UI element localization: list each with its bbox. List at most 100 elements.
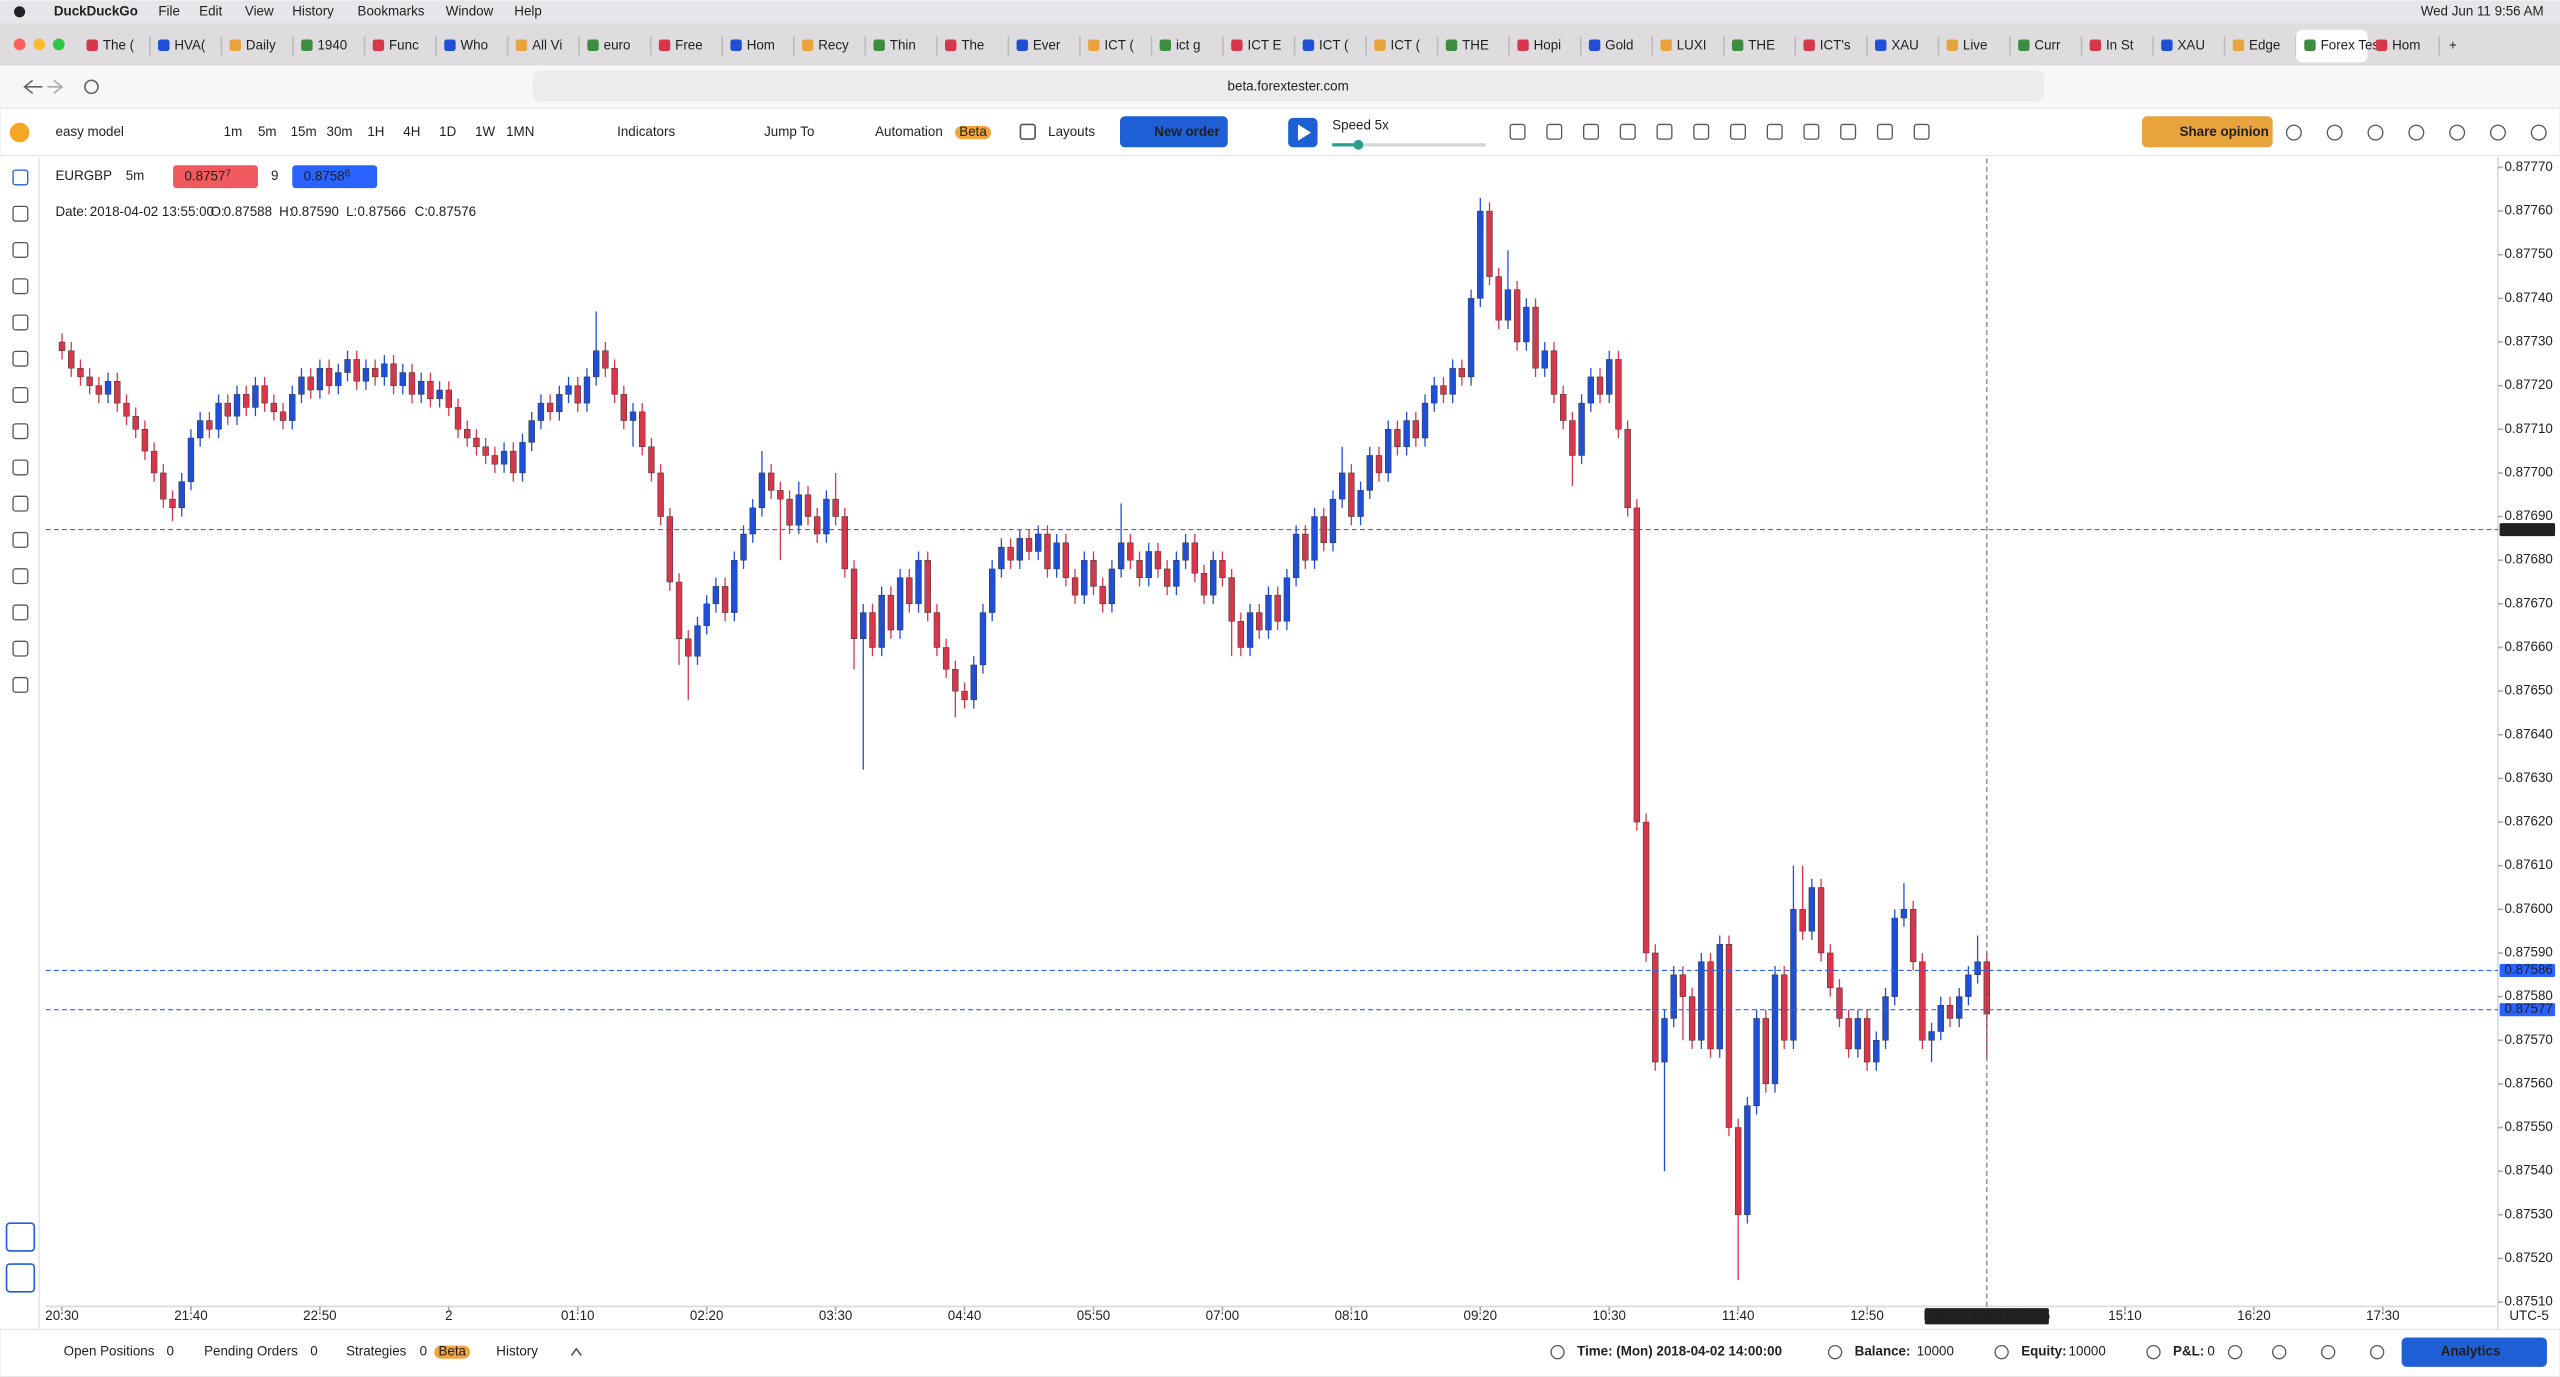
tool-icon[interactable] [1619, 123, 1636, 140]
tab-title[interactable]: Ever [1033, 38, 1061, 53]
tab-title[interactable]: Hom [2392, 38, 2420, 53]
menu-item[interactable]: Edit [199, 3, 222, 18]
tab-title[interactable]: Recy [818, 38, 849, 53]
tool-icon[interactable] [1509, 123, 1526, 140]
status-icon[interactable] [1827, 1344, 1843, 1360]
tab-title[interactable]: Edge [2249, 38, 2280, 53]
drawing-tool[interactable] [12, 495, 29, 512]
favorites-tool[interactable] [5, 1222, 36, 1252]
tab-title[interactable]: THE [1462, 38, 1489, 53]
menu-item[interactable]: Window [446, 3, 494, 18]
share-button[interactable] [2142, 116, 2273, 148]
sync-tool[interactable] [5, 1263, 36, 1293]
menu-item[interactable]: Help [514, 3, 542, 18]
close-button[interactable] [13, 38, 26, 51]
tab-title[interactable]: Hom [747, 38, 775, 53]
drawing-tool[interactable] [12, 459, 29, 476]
symbol-timeframe[interactable]: 5m [126, 168, 145, 183]
timeframe-button[interactable]: 15m [291, 124, 317, 139]
tab-title[interactable]: ICT ( [1104, 38, 1134, 53]
timeframe-button[interactable]: 1W [475, 124, 495, 139]
timeframe-button[interactable]: 1MN [506, 124, 534, 139]
drawing-tool[interactable] [12, 278, 29, 295]
analytics-button[interactable] [2401, 1337, 2547, 1367]
status-icon[interactable] [1994, 1344, 2009, 1360]
tab-title[interactable]: Curr [2034, 38, 2061, 53]
reload-button[interactable] [84, 79, 99, 95]
drawing-tool[interactable] [12, 423, 29, 440]
drawing-tool[interactable] [12, 314, 29, 331]
tab-title[interactable]: 1940 [317, 38, 347, 53]
drawing-tool[interactable] [12, 676, 29, 693]
symbol[interactable]: EURGBP [56, 168, 113, 183]
status-icon[interactable] [2369, 1344, 2385, 1360]
app-logo[interactable] [9, 122, 30, 143]
tab-title[interactable]: XAU [2178, 38, 2206, 53]
menu-item[interactable]: File [158, 3, 180, 18]
buy-button[interactable] [292, 165, 378, 189]
tab-title[interactable]: Live [1963, 38, 1988, 53]
tab-title[interactable]: ICT E [1247, 38, 1281, 53]
address-field[interactable] [532, 70, 2045, 102]
speed-knob[interactable] [1353, 139, 1364, 150]
tab-title[interactable]: euro [604, 38, 631, 53]
tab-title[interactable]: THE [1748, 38, 1775, 53]
bottom-tab[interactable]: Pending Orders [204, 1344, 298, 1359]
timeframe-button[interactable]: 30m [327, 124, 353, 139]
tab-title[interactable]: In St [2106, 38, 2134, 53]
toolbar-icon[interactable] [2530, 124, 2547, 141]
timeframe-button[interactable]: 4H [403, 124, 420, 139]
timeframe-button[interactable]: 1H [367, 124, 384, 139]
tab-title[interactable]: ict g [1176, 38, 1201, 53]
bottom-tab[interactable]: Open Positions [64, 1344, 155, 1359]
tab-title[interactable]: ICT's [1820, 38, 1851, 53]
tool-icon[interactable] [1583, 123, 1600, 140]
drawing-tool[interactable] [12, 568, 29, 585]
timeframe-button[interactable]: 1m [224, 124, 243, 139]
tab-title[interactable]: The ( [103, 38, 135, 53]
minimize-button[interactable] [33, 38, 46, 51]
status-icon[interactable] [2227, 1344, 2243, 1360]
menu-item[interactable]: History [292, 3, 334, 18]
menu-item[interactable]: Bookmarks [358, 3, 425, 18]
app-name[interactable]: DuckDuckGo [54, 3, 138, 18]
tab-title[interactable]: Hopi [1534, 38, 1562, 53]
tab-title[interactable]: ICT ( [1319, 38, 1349, 53]
tab-title[interactable]: The [961, 38, 984, 53]
status-icon[interactable] [2146, 1344, 2161, 1360]
collapse-icon[interactable] [570, 1347, 582, 1356]
tab-title[interactable]: Who [461, 38, 489, 53]
drawing-tool[interactable] [12, 169, 29, 186]
tool-icon[interactable] [1693, 123, 1710, 140]
apple-icon[interactable] [14, 6, 26, 18]
tab-title[interactable]: Gold [1605, 38, 1633, 53]
drawing-tool[interactable] [12, 531, 29, 548]
tab-title[interactable]: Func [389, 38, 419, 53]
tab-title[interactable]: Free [675, 38, 703, 53]
timeframe-button[interactable]: 1D [439, 124, 456, 139]
toolbar-icon[interactable] [2326, 124, 2343, 141]
tool-icon[interactable] [1656, 123, 1673, 140]
bottom-tab[interactable]: History [496, 1344, 538, 1359]
new-order-button[interactable] [1120, 116, 1228, 148]
tab-title[interactable]: Daily [246, 38, 276, 53]
tab-title[interactable]: ICT ( [1391, 38, 1421, 53]
drawing-tool[interactable] [12, 241, 29, 258]
tool-icon[interactable] [1913, 123, 1930, 140]
drawing-tool[interactable] [12, 386, 29, 403]
tool-icon[interactable] [1766, 123, 1783, 140]
tab-title[interactable]: All Vi [532, 38, 562, 53]
status-icon[interactable] [2272, 1344, 2287, 1360]
tool-icon[interactable] [1803, 123, 1820, 140]
tab-title[interactable]: LUXI [1677, 38, 1707, 53]
template-select[interactable]: easy model [56, 124, 124, 139]
drawing-tool[interactable] [12, 604, 29, 621]
layouts-button[interactable]: Layouts [1048, 124, 1095, 139]
automation-button[interactable]: Automation [875, 124, 943, 139]
menu-item[interactable]: View [245, 3, 274, 18]
toolbar-icon[interactable] [2449, 124, 2466, 141]
new-tab[interactable]: + [2449, 38, 2457, 53]
sell-button[interactable] [173, 165, 258, 189]
zoom-button[interactable] [52, 38, 65, 51]
status-icon[interactable] [2320, 1344, 2336, 1360]
